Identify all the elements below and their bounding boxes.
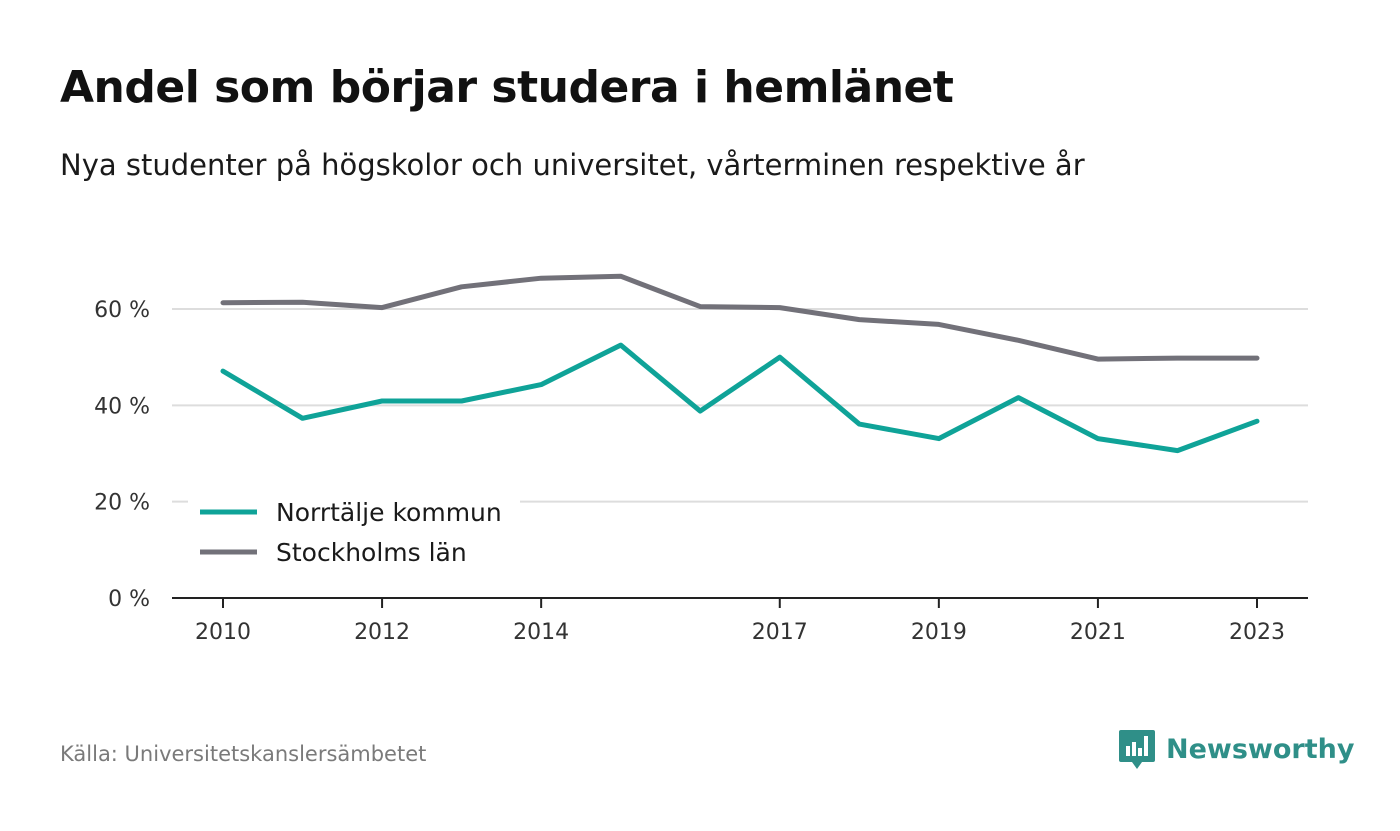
x-tick-label: 2010 xyxy=(195,620,251,645)
x-tick-label: 2012 xyxy=(354,620,410,645)
y-tick-label: 60 % xyxy=(94,298,150,323)
chart-title: Andel som börjar studera i hemlänet xyxy=(60,62,954,113)
legend-background xyxy=(188,490,520,580)
legend-label: Stockholms län xyxy=(276,538,467,567)
x-tick-label: 2017 xyxy=(752,620,808,645)
x-tick-label: 2021 xyxy=(1070,620,1126,645)
axes: 0 % 20 % 40 % 60 % 2010 2012 2014 2017 2019 2021 2… xyxy=(94,298,1308,645)
legend: Norrtälje kommun Stockholms län xyxy=(188,490,520,580)
y-tick-label: 40 % xyxy=(94,394,150,419)
chart-subtitle: Nya studenter på högskolor och universit… xyxy=(60,148,1085,182)
line-chart: 0 % 20 % 40 % 60 % 2010 2012 2014 2017 2019 2021 2… xyxy=(94,273,1308,645)
x-tick-label: 2014 xyxy=(513,620,569,645)
series-line-norrtalje xyxy=(220,342,1260,454)
brand-logo[interactable]: Newsworthy xyxy=(1118,728,1354,770)
y-tick-label: 0 % xyxy=(108,587,150,612)
x-tick-label: 2023 xyxy=(1229,620,1285,645)
source-note: Källa: Universitetskanslersämbetet xyxy=(60,742,427,766)
legend-label: Norrtälje kommun xyxy=(276,498,502,527)
series-line-stockholm xyxy=(220,273,1260,362)
brand-name: Newsworthy xyxy=(1166,733,1355,765)
y-tick-label: 20 % xyxy=(94,491,150,516)
x-tick-label: 2019 xyxy=(911,620,967,645)
grid-lines xyxy=(172,308,1308,503)
newsworthy-logo-icon xyxy=(1119,730,1155,769)
series-lines xyxy=(220,273,1260,454)
